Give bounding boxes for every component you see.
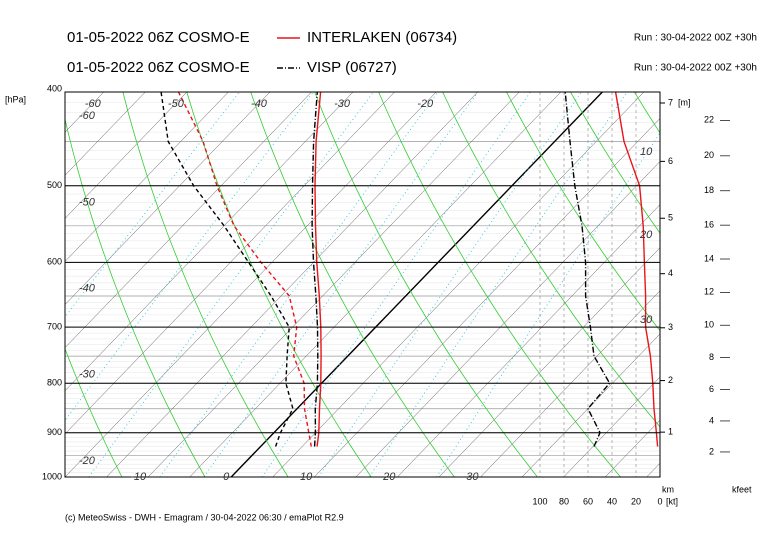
dewpoint-line [177, 92, 312, 447]
isotherm [65, 92, 395, 435]
kfeet-tick-label: 22 [704, 115, 714, 125]
wind-panel-label: 10 [640, 146, 653, 158]
isotherm [480, 290, 660, 477]
wind-tick-label: 80 [559, 496, 569, 506]
top-tick-label: -50 [168, 98, 185, 110]
isotherm [563, 376, 660, 477]
kfeet-tick-label: 10 [704, 320, 714, 330]
isotherm [314, 118, 660, 477]
km-tick-label: 3 [668, 322, 673, 332]
isotherm [521, 333, 660, 477]
isotherm [438, 247, 660, 477]
top-tick-label: -60 [85, 98, 102, 110]
wind-tick-label: 40 [607, 496, 617, 506]
isotherm [230, 92, 603, 477]
wind-tick-label: 0 [657, 496, 662, 506]
isotherm [65, 92, 312, 349]
isotherm [65, 92, 437, 477]
y-tick-label: 900 [47, 427, 62, 437]
wind-panel-label: 20 [639, 229, 653, 241]
y-tick-label: 500 [47, 180, 62, 190]
run-label: Run : 30-04-2022 00Z +30h [634, 63, 757, 74]
wind-speed-line [614, 92, 659, 447]
wind-tick-label: 100 [532, 496, 547, 506]
x-tick-label: 10 [300, 471, 313, 483]
isotherm [65, 92, 146, 176]
wind-unit: [kt] [666, 496, 678, 506]
kfeet-tick-label: 20 [704, 150, 714, 160]
y-tick-label: 1000 [42, 471, 62, 481]
kfeet-tick-label: 12 [704, 287, 714, 297]
kfeet-tick-label: 8 [709, 352, 714, 362]
wind-tick-label: 20 [631, 496, 641, 506]
left-tick-label: -50 [79, 196, 96, 208]
y-tick-label: 600 [47, 257, 62, 267]
left-tick-label: -30 [79, 369, 96, 381]
model-label: 01-05-2022 06Z COSMO-E [67, 59, 250, 76]
x-tick-label: -10 [130, 471, 147, 483]
y-axis-unit: [hPa] [5, 94, 26, 104]
left-tick-label: -40 [79, 282, 96, 294]
isotherm [65, 92, 188, 219]
left-tick-label: -20 [79, 455, 96, 467]
run-label: Run : 30-04-2022 00Z +30h [634, 33, 757, 44]
dewpoint-line [160, 92, 294, 447]
isotherm [189, 92, 561, 477]
km-tick-label: 4 [668, 268, 673, 278]
wind-speed-line [564, 92, 611, 447]
kfeet-label: kfeet [732, 484, 752, 494]
y-tick-label: 700 [47, 322, 62, 332]
kfeet-tick-label: 18 [704, 185, 714, 195]
isotherm [355, 161, 660, 477]
isotherm [65, 92, 229, 262]
x-tick-label: 30 [466, 471, 479, 483]
temperature-line [311, 92, 319, 447]
km-tick-label: 7 [668, 97, 673, 107]
left-tick-label: -60 [79, 110, 96, 122]
model-label: 01-05-2022 06Z COSMO-E [67, 29, 250, 46]
km-tick-label: 6 [668, 156, 673, 166]
y-tick-label: 800 [47, 378, 62, 388]
wind-tick-label: 60 [583, 496, 593, 506]
km-label: km [662, 484, 674, 494]
km-tick-label: 5 [668, 213, 673, 223]
x-tick-label: 20 [382, 471, 396, 483]
kfeet-tick-label: 2 [709, 446, 714, 456]
top-tick-label: -20 [417, 98, 434, 110]
y-tick-label: 400 [47, 83, 62, 93]
km-tick-label: 1 [668, 427, 673, 437]
legend-label: INTERLAKEN (06734) [307, 29, 457, 46]
isotherm [272, 92, 645, 477]
kfeet-tick-label: 16 [704, 220, 714, 230]
kfeet-tick-label: 4 [709, 415, 714, 425]
footer: (c) MeteoSwiss - DWH - Emagram / 30-04-2… [65, 512, 344, 522]
wind-panel-label: 30 [640, 314, 653, 326]
km-tick-label: 2 [668, 375, 673, 385]
legend-label: VISP (06727) [307, 59, 397, 76]
height-unit: [m] [678, 97, 691, 107]
kfeet-tick-label: 14 [704, 253, 714, 263]
kfeet-tick-label: 6 [709, 384, 714, 394]
temperature-line [314, 92, 322, 447]
isotherm [397, 204, 660, 477]
top-tick-label: -40 [251, 98, 268, 110]
top-tick-label: -30 [334, 98, 351, 110]
isotherm [106, 92, 478, 477]
x-tick-label: 0 [223, 471, 230, 483]
